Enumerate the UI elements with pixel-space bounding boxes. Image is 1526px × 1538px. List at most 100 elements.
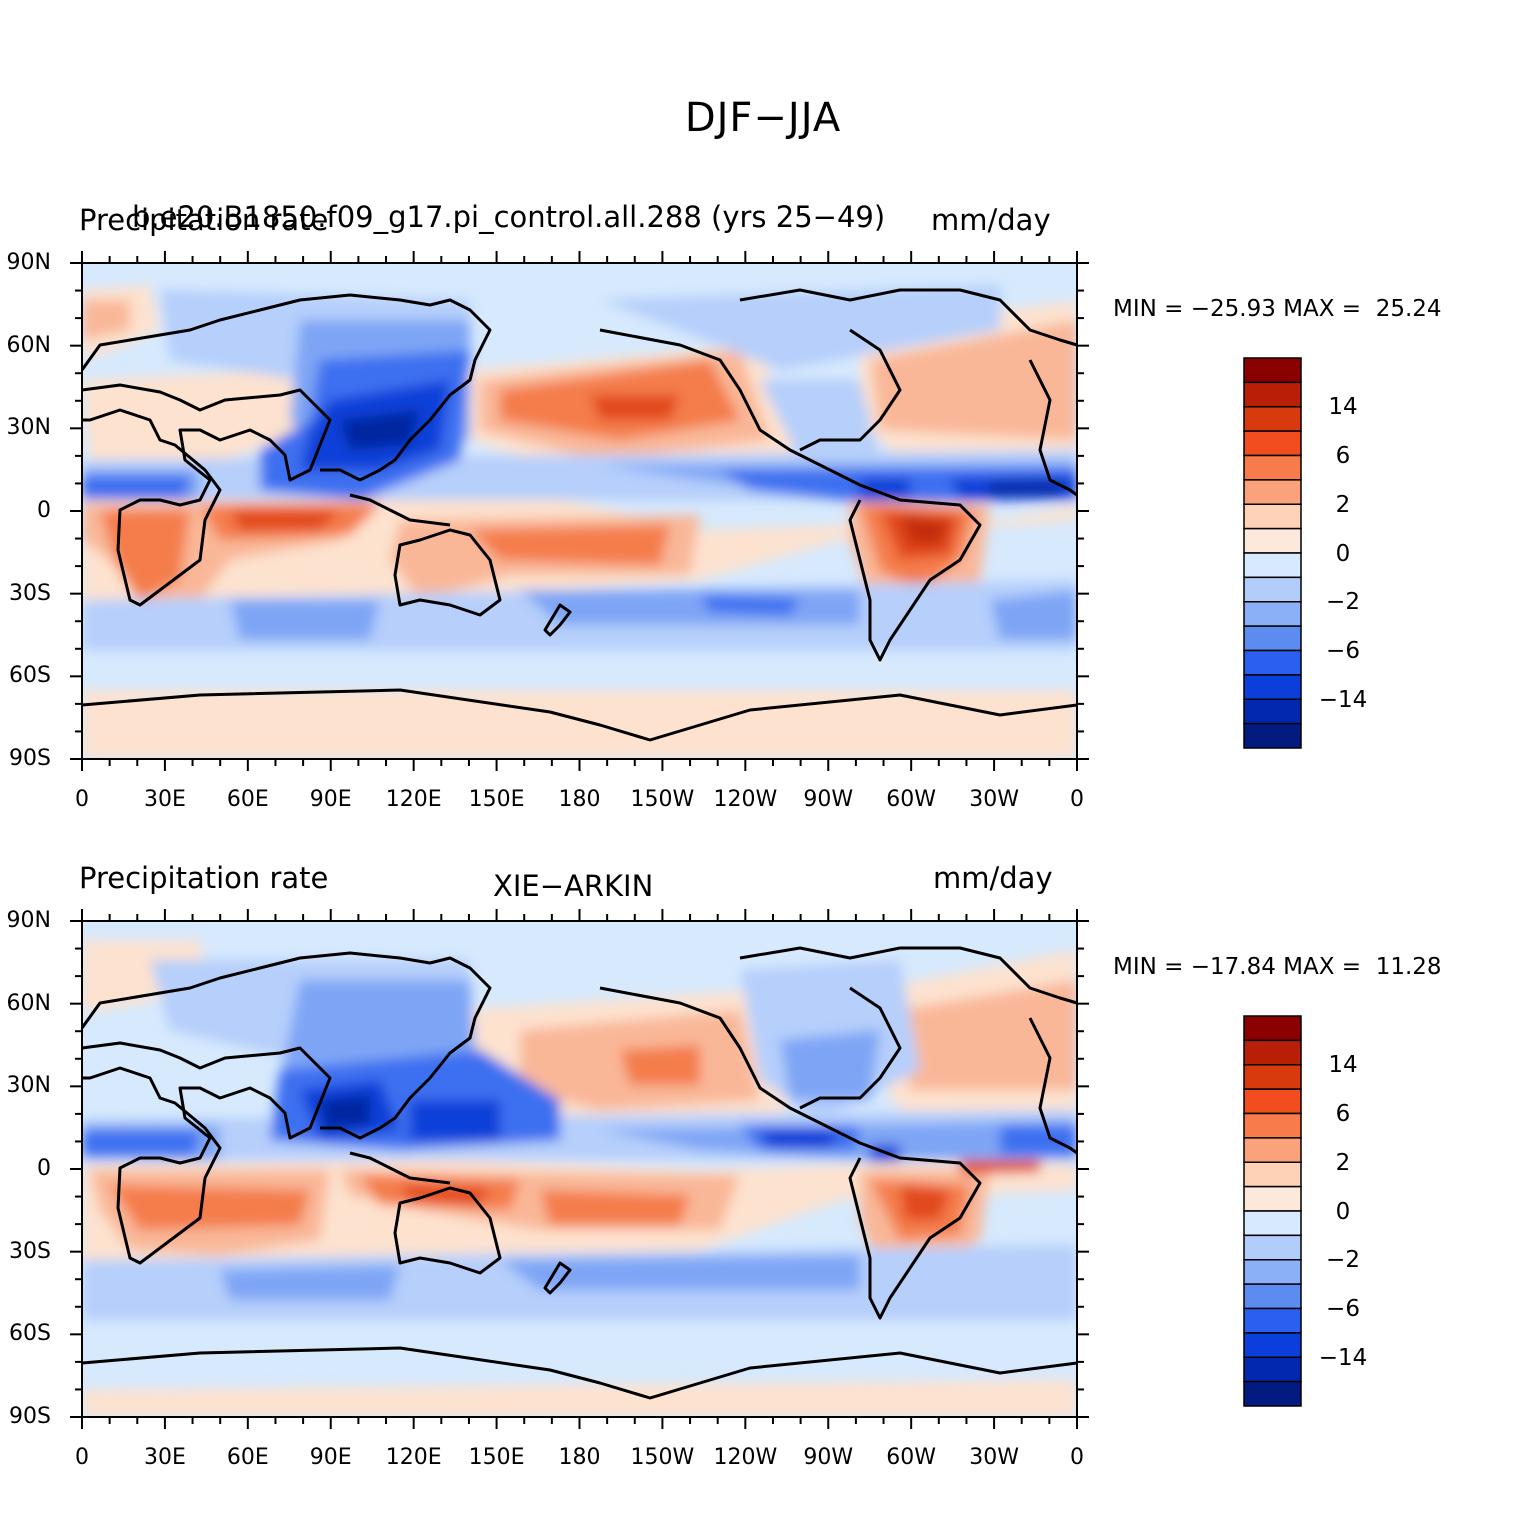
lat-label: 60S: [9, 663, 51, 689]
cb1-label-m6: −6: [1326, 638, 1360, 664]
lon-label: 60E: [226, 1445, 269, 1470]
colorbar-swatch: [1243, 698, 1302, 725]
lon-label: 90W: [803, 1445, 854, 1470]
panel1-center-string: b.e20.B1850.f09_g17.pi_control.all.288 (…: [132, 200, 886, 234]
map1-frame: [81, 262, 1078, 760]
colorbar-swatch: [1243, 1234, 1302, 1261]
lat-label: 60N: [6, 990, 51, 1016]
lon-label: 120W: [713, 1445, 778, 1470]
lon-label: 120W: [713, 787, 778, 812]
colorbar-swatch: [1243, 1064, 1302, 1090]
cb2-label-14: 14: [1328, 1052, 1358, 1078]
colorbar-swatch: [1243, 1112, 1302, 1139]
cb2-label-m6: −6: [1326, 1296, 1360, 1322]
lat-label: 30N: [6, 415, 51, 441]
colorbar-swatch: [1243, 1015, 1302, 1042]
map1-ocean-fill: [82, 263, 1077, 759]
lon-label: 30W: [969, 787, 1019, 812]
cb1-label-0: 0: [1335, 541, 1351, 567]
main-title: DJF−JJA: [684, 95, 842, 141]
colorbar-swatch: [1243, 1283, 1302, 1310]
lon-label: 0: [75, 787, 89, 812]
colorbar-swatch: [1243, 1332, 1302, 1358]
colorbar-swatch: [1243, 1380, 1302, 1407]
cb2-label-m2: −2: [1326, 1247, 1360, 1273]
colorbar-swatch: [1243, 503, 1302, 530]
lat-label: 90N: [6, 908, 51, 933]
lon-label: 120E: [385, 1445, 442, 1470]
lon-label: 150W: [630, 1445, 695, 1470]
colorbar-swatch: [1243, 674, 1302, 700]
colorbar-swatch: [1243, 552, 1302, 579]
panel2-min-max: MIN = −17.84 MAX = 11.28: [1113, 954, 1442, 980]
panel1-left-string: Precipitation rate: [79, 203, 329, 237]
map2-frame: [81, 920, 1078, 1418]
lat-label: 90S: [9, 746, 51, 771]
lat-label: 30S: [9, 580, 51, 606]
cb1-label-m2: −2: [1326, 589, 1360, 615]
lon-label: 0: [1070, 787, 1084, 812]
colorbar-swatch: [1243, 430, 1302, 457]
lon-label: 150E: [468, 787, 525, 812]
panel2-left-string: Precipitation rate: [79, 861, 329, 895]
cb1-label-6: 6: [1335, 443, 1351, 469]
cb2-label-6: 6: [1335, 1101, 1351, 1127]
cb1-label-m14: −14: [1318, 687, 1368, 713]
colorbar-swatch: [1243, 1356, 1302, 1383]
lon-label: 180: [558, 787, 601, 812]
colorbar-swatch: [1243, 357, 1302, 384]
lon-label: 60W: [886, 1445, 937, 1470]
colorbar-swatch: [1243, 527, 1302, 554]
cb2-label-2: 2: [1335, 1150, 1351, 1176]
colorbar-swatch: [1243, 1137, 1302, 1163]
lat-label: 90S: [9, 1404, 51, 1429]
map1-ticks: [70, 251, 1089, 771]
colorbar-swatch: [1243, 1161, 1302, 1188]
lon-label: 180: [558, 1445, 601, 1470]
lon-label: 30E: [143, 1445, 186, 1470]
map2-ticks: [70, 909, 1089, 1429]
colorbar-swatch: [1243, 1210, 1302, 1237]
lat-label: 0: [37, 1156, 51, 1181]
lon-label: 90E: [309, 787, 352, 812]
lon-label: 0: [1070, 1445, 1084, 1470]
colorbar-swatch: [1243, 1307, 1302, 1334]
colorbar-swatch: [1243, 381, 1302, 408]
lon-label: 30E: [143, 787, 186, 812]
map2-anomaly-field: [82, 940, 1077, 1417]
lat-label: 0: [37, 498, 51, 523]
colorbar-swatch: [1243, 479, 1302, 505]
lat-label: 60N: [6, 332, 51, 358]
colorbar-swatch: [1243, 454, 1302, 481]
lon-label: 30W: [969, 1445, 1019, 1470]
colorbar-swatch: [1243, 649, 1302, 676]
lon-label: 0: [75, 1445, 89, 1470]
colorbar-swatch: [1243, 1259, 1302, 1285]
lon-label: 90W: [803, 787, 854, 812]
colorbar-swatch: [1243, 1039, 1302, 1066]
lat-label: 90N: [6, 250, 51, 275]
colorbar-swatch: [1243, 406, 1302, 432]
lon-label: 90E: [309, 1445, 352, 1470]
lon-label: 60E: [226, 787, 269, 812]
lon-label: 120E: [385, 787, 442, 812]
cb1-label-2: 2: [1335, 492, 1351, 518]
lat-label: 30S: [9, 1238, 51, 1264]
colorbar-swatch: [1243, 722, 1302, 749]
colorbar-swatch: [1243, 576, 1302, 603]
panel2-right-string: mm/day: [933, 861, 1053, 895]
cb1-label-14: 14: [1328, 394, 1358, 420]
colorbar-swatch: [1243, 625, 1302, 652]
lat-label: 30N: [6, 1073, 51, 1099]
lat-label: 60S: [9, 1321, 51, 1347]
panel1-right-string: mm/day: [931, 203, 1051, 237]
lon-label: 150E: [468, 1445, 525, 1470]
lon-label: 150W: [630, 787, 695, 812]
map2-ocean-fill: [82, 921, 1077, 1417]
colorbar-swatch: [1243, 601, 1302, 627]
map1-coastlines: [82, 288, 1077, 742]
cb2-label-0: 0: [1335, 1199, 1351, 1225]
panel2-center-string: XIE−ARKIN: [493, 869, 654, 903]
map1-anomaly-field: [82, 285, 1077, 759]
panel1-min-max: MIN = −25.93 MAX = 25.24: [1113, 296, 1442, 322]
